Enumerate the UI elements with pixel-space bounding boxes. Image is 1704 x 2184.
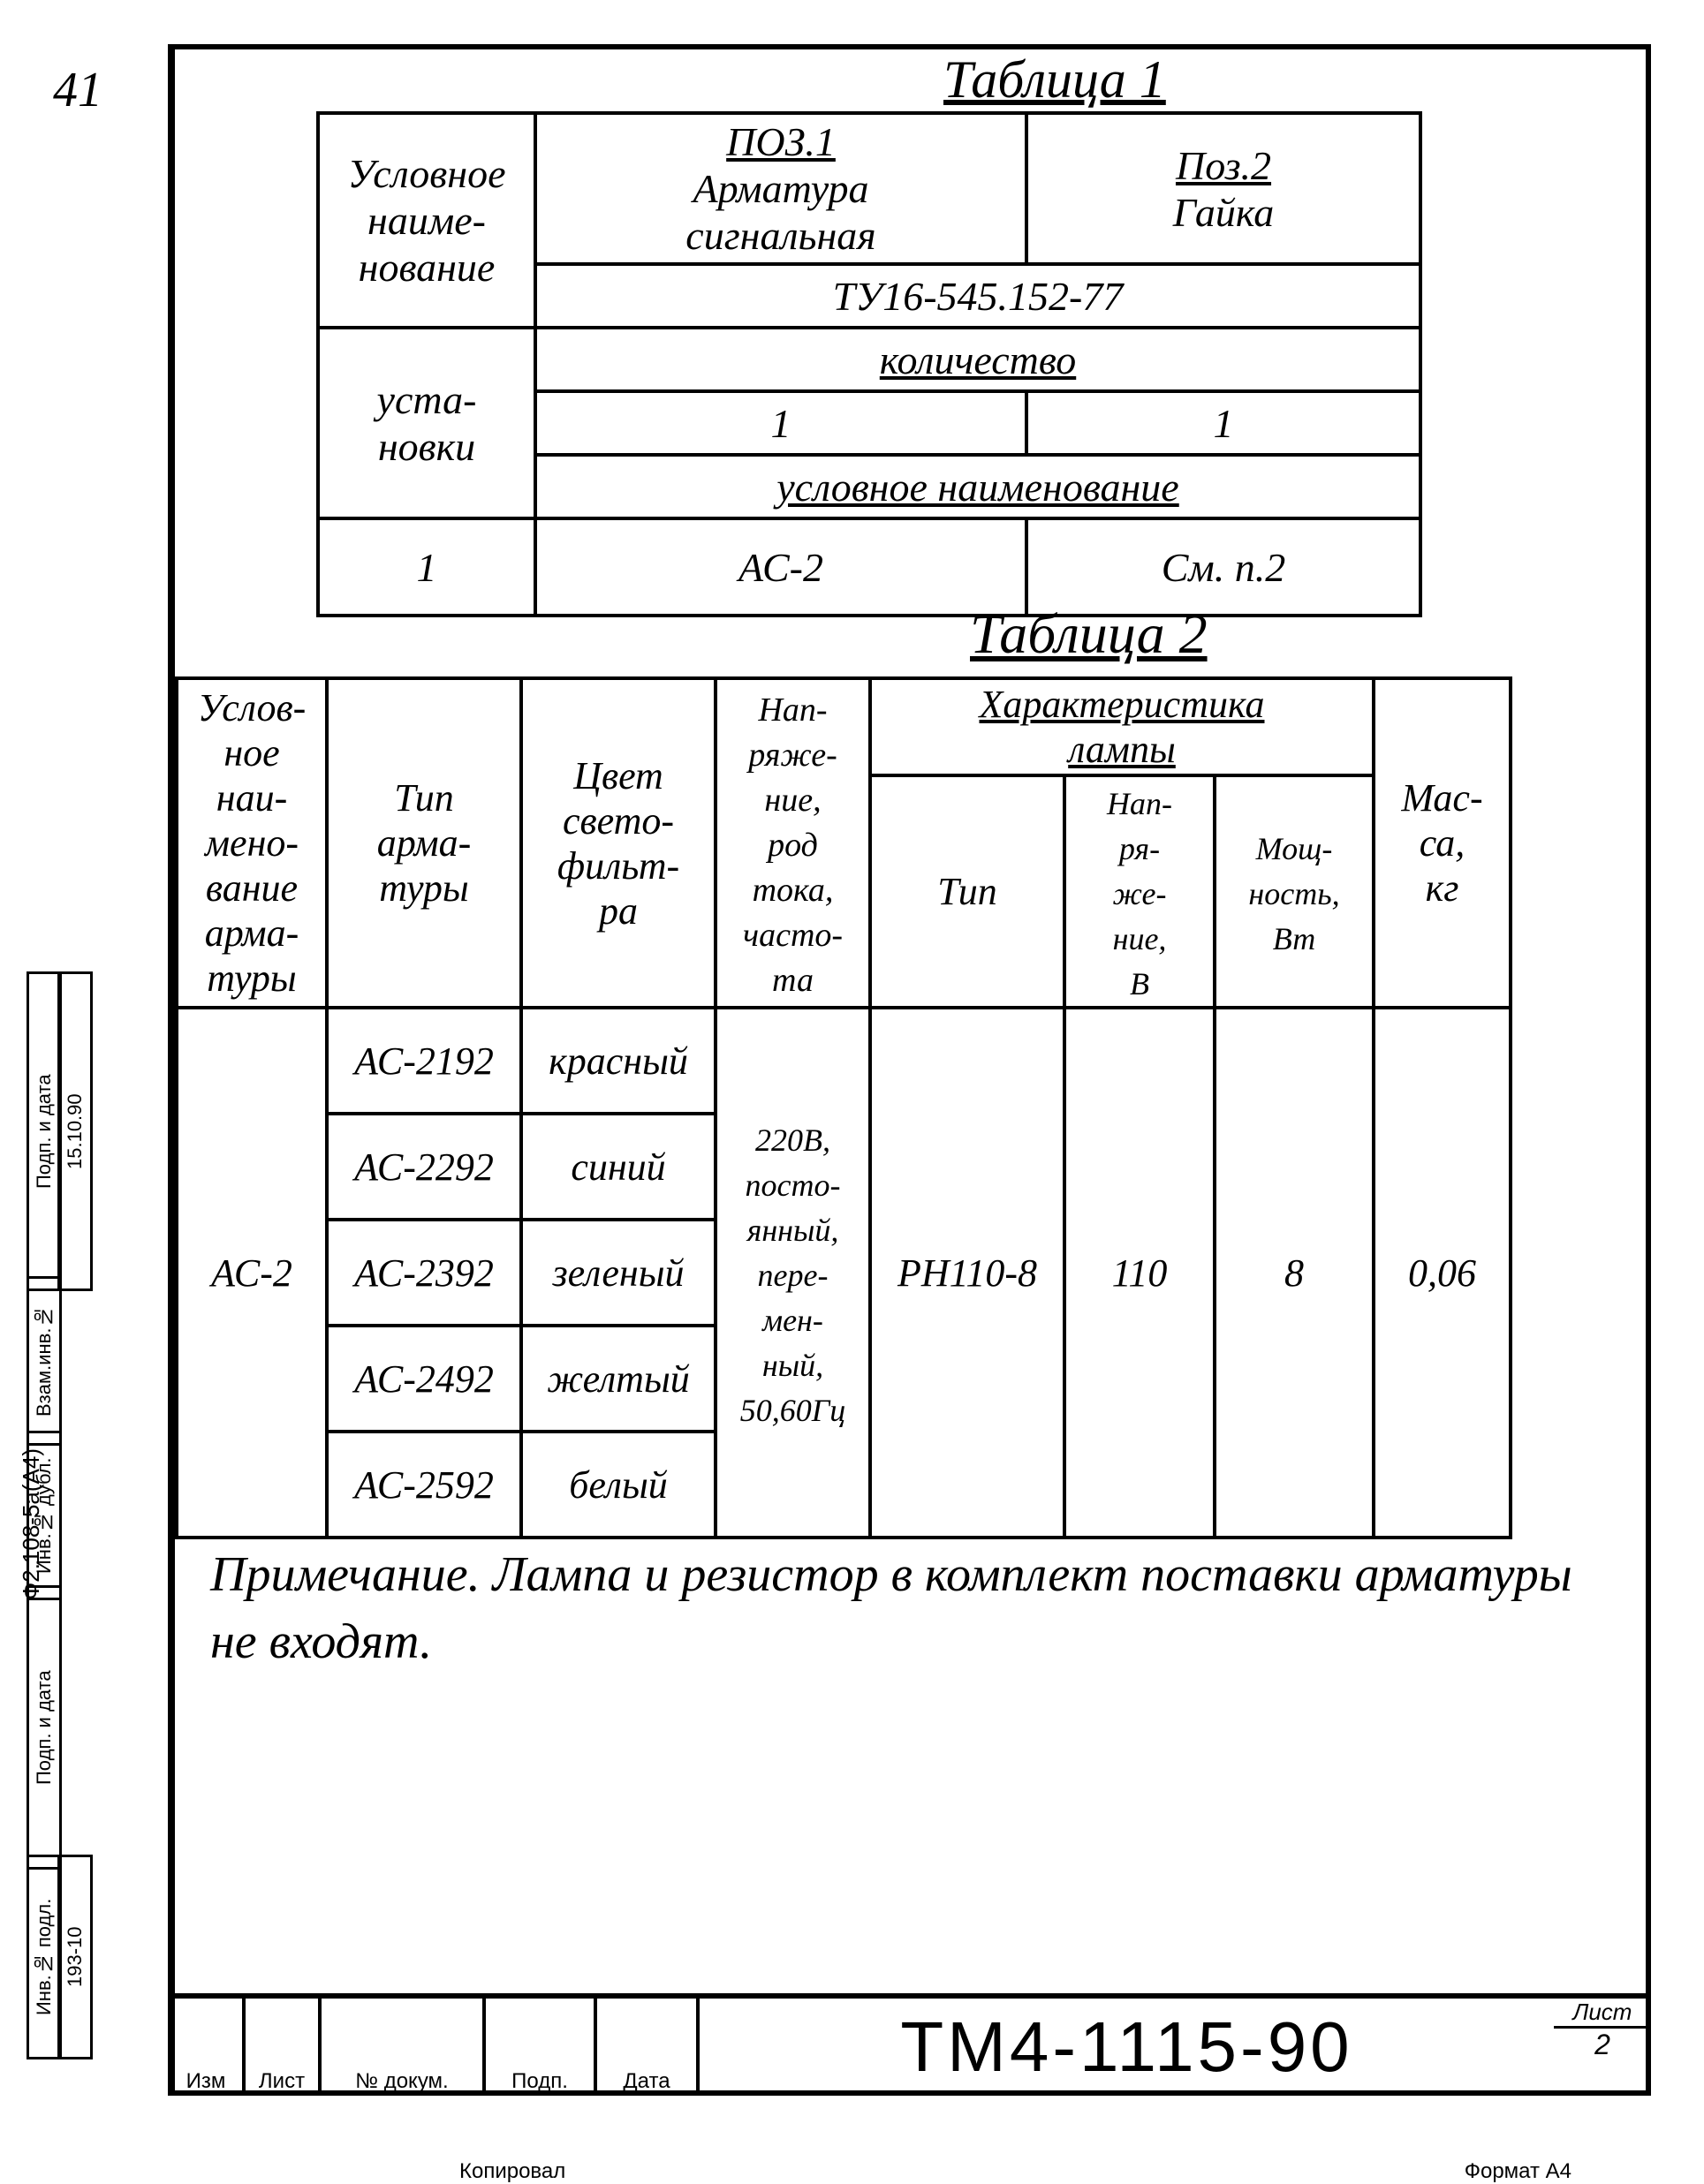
t1-pos2-title: Поз.2 Гайка xyxy=(1026,113,1420,264)
t2-r0-c7: 8 xyxy=(1215,1008,1374,1538)
t2-h-c8: Мас- са, кг xyxy=(1374,678,1511,1008)
t2-h-c7: Мощ- ность, Вт xyxy=(1215,775,1374,1008)
t1-row-ac2: АС-2 xyxy=(535,518,1026,616)
bottom-strip: Копировал Формат А4 xyxy=(0,2159,1704,2184)
t2-h-c6: Нап- ря- же- ние, В xyxy=(1064,775,1215,1008)
t1-pos1-title: ПОЗ.1 Арматура сигнальная xyxy=(535,113,1026,264)
t2-h-c8-t: Мас- са, кг xyxy=(1401,776,1482,910)
t1-row-num: 1 xyxy=(318,518,535,616)
left-box-podp-data-2: Подп. и дата xyxy=(27,1585,62,1870)
stamp-dokum: № докум. xyxy=(322,1999,486,2096)
sheet-box: Лист 2 xyxy=(1554,1999,1651,2096)
t2-h-c1-t: Услов- ное наи- мено- вание арма- туры xyxy=(198,686,307,1000)
t2-r3-c3: желтый xyxy=(521,1326,716,1432)
t1-tu-row: ТУ16-545.152-77 xyxy=(535,264,1420,328)
sheet-number: 2 xyxy=(1554,2029,1651,2061)
page-number: 41 xyxy=(53,62,102,118)
t1-kolichestvo: количество xyxy=(535,328,1420,391)
left-box-inv-podl: Инв.№ подл. xyxy=(27,1855,62,2059)
stamp-izm: Изм xyxy=(170,1999,246,2096)
t2-r0-c6: 110 xyxy=(1064,1008,1215,1538)
t2-r2-c2: АС-2392 xyxy=(327,1220,521,1326)
table2-title: Таблица 2 xyxy=(970,601,1208,667)
t2-r0-c3: красный xyxy=(521,1008,716,1114)
t1-qty2: 1 xyxy=(1026,391,1420,455)
t1-ustanovki: уста- новки xyxy=(318,328,535,518)
t2-h-lamp-t: Характеристика лампы xyxy=(980,683,1265,771)
t2-r0-c5: РН110-8 xyxy=(870,1008,1064,1538)
kopiroval: Копировал xyxy=(459,2159,565,2184)
t2-h-c3: Цвет свето- фильт- ра xyxy=(521,678,716,1008)
t2-h-c5: Тип xyxy=(870,775,1064,1008)
t2-h-c1: Услов- ное наи- мено- вание арма- туры xyxy=(177,678,327,1008)
form-code: Ф2.108-5а(А4) xyxy=(18,1448,45,1600)
left-box-sig-date: 15.10.90 xyxy=(57,971,93,1291)
t2-r1-c2: АС-2292 xyxy=(327,1114,521,1220)
t2-r4-c3: белый xyxy=(521,1432,716,1538)
t2-r1-c3: синий xyxy=(521,1114,716,1220)
t1-hdr-uslov: Условное наиме- нование xyxy=(318,113,535,328)
stamp-data: Дата xyxy=(597,1999,700,2096)
t1-ustanovki-text: уста- новки xyxy=(377,377,477,469)
t1-pos2-title-text: Поз.2 xyxy=(1042,142,1405,189)
document-number: ТМ4-1115-90 xyxy=(700,1999,1554,2096)
left-box-vzam: Взам.инв.№ xyxy=(27,1276,62,1446)
t2-r2-c3: зеленый xyxy=(521,1220,716,1326)
t1-qty1: 1 xyxy=(535,391,1026,455)
t1-pos1-title-text: ПОЗ.1 xyxy=(551,118,1011,165)
t2-r0-c4: 220В, посто- янный, пере- мен- ный, 50,6… xyxy=(716,1008,870,1538)
t2-h-c7-t: Мощ- ность, Вт xyxy=(1248,831,1339,956)
t2-h-lamp: Характеристика лампы xyxy=(870,678,1374,775)
t1-hdr-uslov-text: Условное наиме- нование xyxy=(347,151,505,290)
t2-h-c3-t: Цвет свето- фильт- ра xyxy=(557,754,679,933)
t2-h-c4: Нап- ряже- ние, род тока, часто- та xyxy=(716,678,870,1008)
t2-h-c2-t: Тип арма- туры xyxy=(377,776,472,910)
left-box-podp-data-1: Подп. и дата xyxy=(27,971,62,1291)
note: Примечание. Лампа и резистор в комплект … xyxy=(210,1542,1610,1675)
t1-pos2-sub: Гайка xyxy=(1042,189,1405,236)
table2: Услов- ное наи- мено- вание арма- туры Т… xyxy=(175,676,1512,1539)
stamp-podp: Подп. xyxy=(486,1999,597,2096)
table1: Условное наиме- нование ПОЗ.1 Арматура с… xyxy=(316,111,1422,617)
t1-usl-naim: условное наименование xyxy=(535,455,1420,518)
t2-h-c6-t: Нап- ря- же- ние, В xyxy=(1107,786,1172,1001)
title-block: Изм Лист № докум. Подп. Дата ТМ4-1115-90… xyxy=(170,1993,1651,2096)
t2-r0-c2: АС-2192 xyxy=(327,1008,521,1114)
t2-r0-c4-t: 220В, посто- янный, пере- мен- ный, 50,6… xyxy=(740,1122,845,1428)
t2-r0-c1: АС-2 xyxy=(177,1008,327,1538)
t1-pos1-sub: Арматура сигнальная xyxy=(551,165,1011,259)
t2-r3-c2: АС-2492 xyxy=(327,1326,521,1432)
format: Формат А4 xyxy=(1465,2159,1571,2184)
table1-title: Таблица 1 xyxy=(943,49,1166,110)
left-gost-strip: Подп. и дата 15.10.90 Взам.инв.№ Инв.№ д… xyxy=(27,971,159,2102)
t2-h-c2: Тип арма- туры xyxy=(327,678,521,1008)
sheet-label: Лист xyxy=(1554,1999,1651,2029)
t2-r4-c2: АС-2592 xyxy=(327,1432,521,1538)
left-box-sig-inv: 193-10 xyxy=(57,1855,93,2059)
t2-h-c4-t: Нап- ряже- ние, род тока, часто- та xyxy=(743,691,843,999)
t2-r0-c8: 0,06 xyxy=(1374,1008,1511,1538)
stamp-list: Лист xyxy=(246,1999,322,2096)
